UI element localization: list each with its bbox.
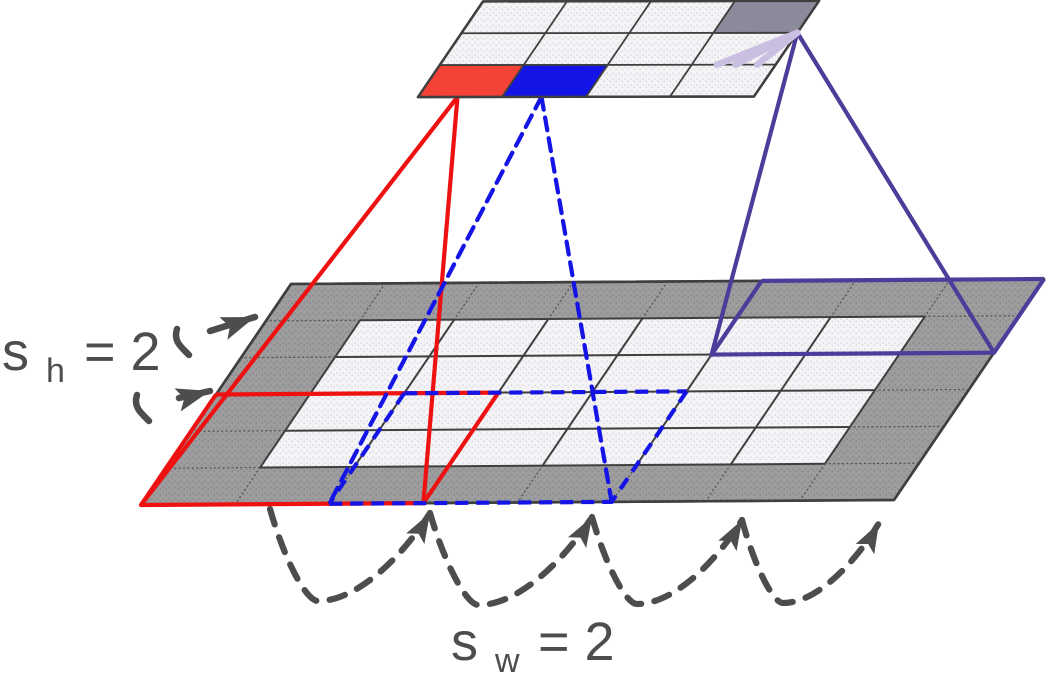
svg-text:s: s [451, 612, 478, 672]
svg-text:s: s [2, 322, 29, 382]
svg-text:= 2: = 2 [538, 612, 615, 672]
svg-text:h: h [46, 352, 65, 390]
svg-text:w: w [494, 642, 520, 680]
svg-text:= 2: = 2 [84, 322, 161, 382]
